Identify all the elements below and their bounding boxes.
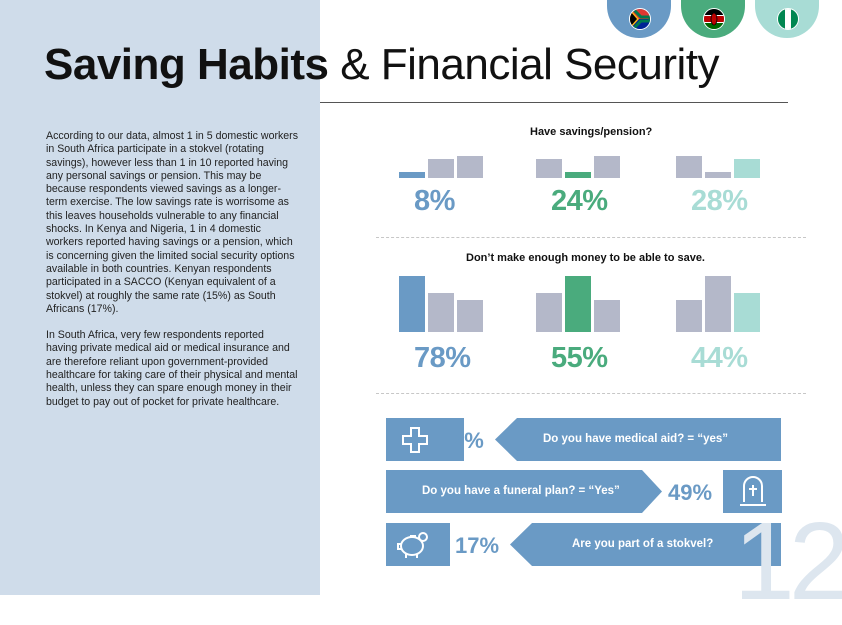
chart-1-bar <box>457 156 483 178</box>
body-text: According to our data, almost 1 in 5 dom… <box>46 130 298 422</box>
chart-1-bar <box>734 159 760 178</box>
divider-2 <box>376 393 806 394</box>
funeral-question: Do you have a funeral plan? = “Yes” <box>422 485 620 497</box>
kenya-flag-icon <box>703 8 725 30</box>
divider-1 <box>376 237 806 238</box>
title-rule <box>320 102 788 103</box>
chart-1-data-label: 8% <box>414 185 455 217</box>
chart-2-data-label: 55% <box>551 342 608 374</box>
chart-2-bar <box>676 300 702 332</box>
body-paragraph-2: In South Africa, very few respondents re… <box>46 329 298 408</box>
chart-1-title: Have savings/pension? <box>530 126 653 138</box>
left-panel <box>0 0 320 595</box>
flag-circle-nigeria <box>755 0 819 38</box>
chart-1-bar <box>565 172 591 178</box>
page-title-rest: & Financial Security <box>328 40 720 89</box>
medical-pct: 2% <box>452 428 484 453</box>
banner-stokvel <box>510 523 781 566</box>
stokvel-pct: 17% <box>455 533 500 558</box>
piggy-bank-icon <box>396 530 430 565</box>
flag-circle-kenya <box>681 0 745 38</box>
chart-1-bar <box>676 156 702 178</box>
south-africa-flag-icon <box>629 8 651 30</box>
chart-2-bar <box>705 276 731 332</box>
chart-2-data-label: 78% <box>414 342 471 374</box>
banner-medical <box>495 418 781 461</box>
chart-2-data-label: 44% <box>691 342 748 374</box>
chart-1-bar <box>536 159 562 178</box>
chart-1-data-label: 24% <box>551 185 608 217</box>
chart-2-bar <box>565 276 591 332</box>
chart-2-bar <box>594 300 620 332</box>
nigeria-flag-icon <box>777 8 799 30</box>
chart-2-bar <box>457 300 483 332</box>
body-paragraph-1: According to our data, almost 1 in 5 dom… <box>46 130 299 315</box>
chart-2-title: Don’t make enough money to be able to sa… <box>466 252 705 264</box>
medical-cross-icon <box>402 427 428 458</box>
flag-circle-south-africa <box>607 0 671 38</box>
banner-funeral <box>386 470 662 513</box>
chart-2-bar <box>536 293 562 332</box>
chart-2-bar <box>399 276 425 332</box>
tombstone-icon <box>738 476 768 513</box>
page-title: Saving Habits & Financial Security <box>44 38 720 92</box>
chart-2-bar <box>734 293 760 332</box>
medical-question: Do you have medical aid? = “yes” <box>543 433 729 445</box>
stokvel-question: Are you part of a stokvel? <box>572 538 714 550</box>
banner-medical-left <box>386 418 464 461</box>
chart-1-data-label: 28% <box>691 185 748 217</box>
page-title-bold: Saving Habits <box>44 40 329 89</box>
page-number: 12 <box>733 500 842 623</box>
funeral-pct: 49% <box>668 480 713 505</box>
chart-1-bar <box>594 156 620 178</box>
chart-1-bar <box>428 159 454 178</box>
banner-stokvel-left <box>386 523 450 566</box>
chart-2-bar <box>428 293 454 332</box>
chart-1-bar <box>705 172 731 178</box>
chart-1-bar <box>399 172 425 178</box>
